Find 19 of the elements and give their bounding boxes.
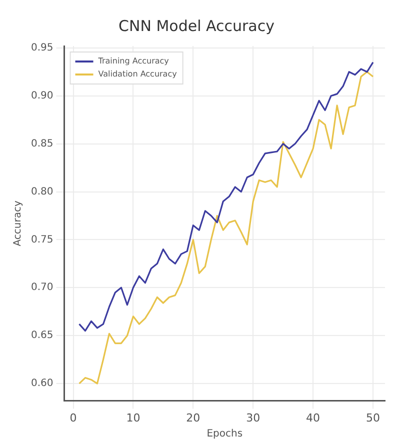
legend-label: Training Accuracy <box>97 56 170 66</box>
legend-label: Validation Accuracy <box>98 70 178 79</box>
y-tick-label: 0.85 <box>31 138 54 150</box>
y-tick-label: 0.65 <box>31 330 54 342</box>
x-tick-label: 40 <box>306 411 320 424</box>
y-tick-label: 0.75 <box>31 234 54 246</box>
x-axis-title: Epochs <box>206 428 243 440</box>
chart-title: CNN Model Accuracy <box>118 16 275 35</box>
x-tick-label: 20 <box>186 411 200 424</box>
x-tick-label: 0 <box>70 411 77 424</box>
y-tick-label: 0.90 <box>31 90 54 102</box>
y-axis-title: Accuracy <box>12 200 24 246</box>
x-tick-label: 10 <box>126 411 140 424</box>
x-tick-label: 30 <box>246 411 260 424</box>
y-tick-label: 0.95 <box>31 42 54 54</box>
y-tick-label: 0.60 <box>31 378 54 390</box>
y-tick-label: 0.80 <box>31 186 54 198</box>
y-tick-label: 0.70 <box>31 282 54 294</box>
x-tick-label: 50 <box>366 411 380 424</box>
